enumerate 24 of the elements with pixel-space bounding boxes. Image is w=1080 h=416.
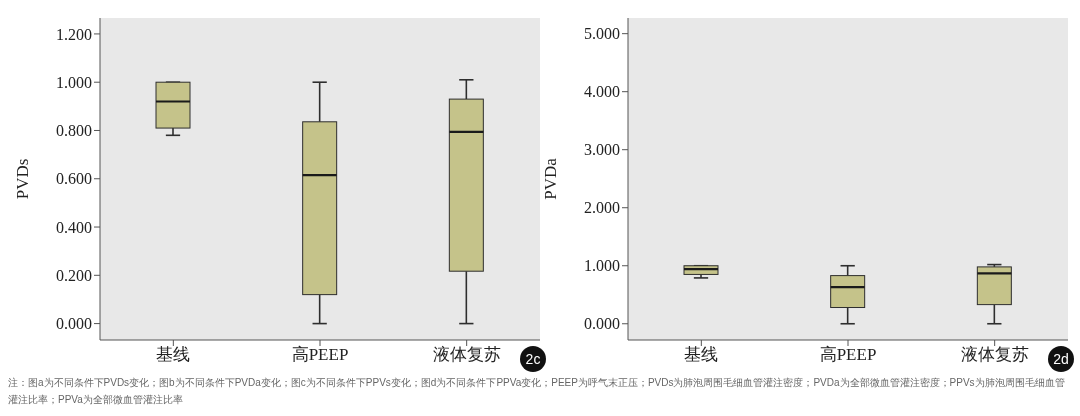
y-tick-label: 1.000 <box>56 73 92 91</box>
x-tick-label: 基线 <box>684 345 719 365</box>
y-tick-label: 1.200 <box>56 25 92 43</box>
y-tick-label: 0.600 <box>56 170 92 188</box>
y-tick-label: 2.000 <box>584 199 620 217</box>
x-tick-label: 基线 <box>156 345 191 365</box>
text: 2d <box>1048 346 1074 372</box>
y-tick-label: 0.000 <box>584 315 620 333</box>
y-axis-title: PVDs <box>13 158 33 200</box>
x-tick-label: 液体复苏 <box>960 345 1029 365</box>
y-tick-label: 1.000 <box>584 257 620 275</box>
y-tick-label: 3.000 <box>584 141 620 159</box>
y-axis-title: PVDa <box>541 157 561 200</box>
text: 2c <box>520 346 546 372</box>
text: 注：图a为不同条件下PVDs变化；图b为不同条件下PVDa变化；图c为不同条件下PPVs变化；图d为不同条件下PPVa变化；PEEP为呼气末正压；PVDs为肺泡周围毛细血管灌注密度；PVDa为全部微血管灌注密度；PPVs为肺泡周围毛细血管灌注比率；PPVa为全部微血管灌注比率 <box>8 376 1066 407</box>
x-tick-label: 高PEEP <box>819 345 877 365</box>
x-tick-label: 液体复苏 <box>432 345 501 365</box>
y-tick-label: 0.800 <box>56 122 92 140</box>
y-tick-label: 0.000 <box>56 315 92 333</box>
y-tick-label: 0.400 <box>56 218 92 236</box>
x-tick-label: 高PEEP <box>291 345 349 365</box>
y-tick-label: 0.200 <box>56 266 92 284</box>
y-tick-label: 4.000 <box>584 83 620 101</box>
y-tick-label: 5.000 <box>584 25 620 43</box>
